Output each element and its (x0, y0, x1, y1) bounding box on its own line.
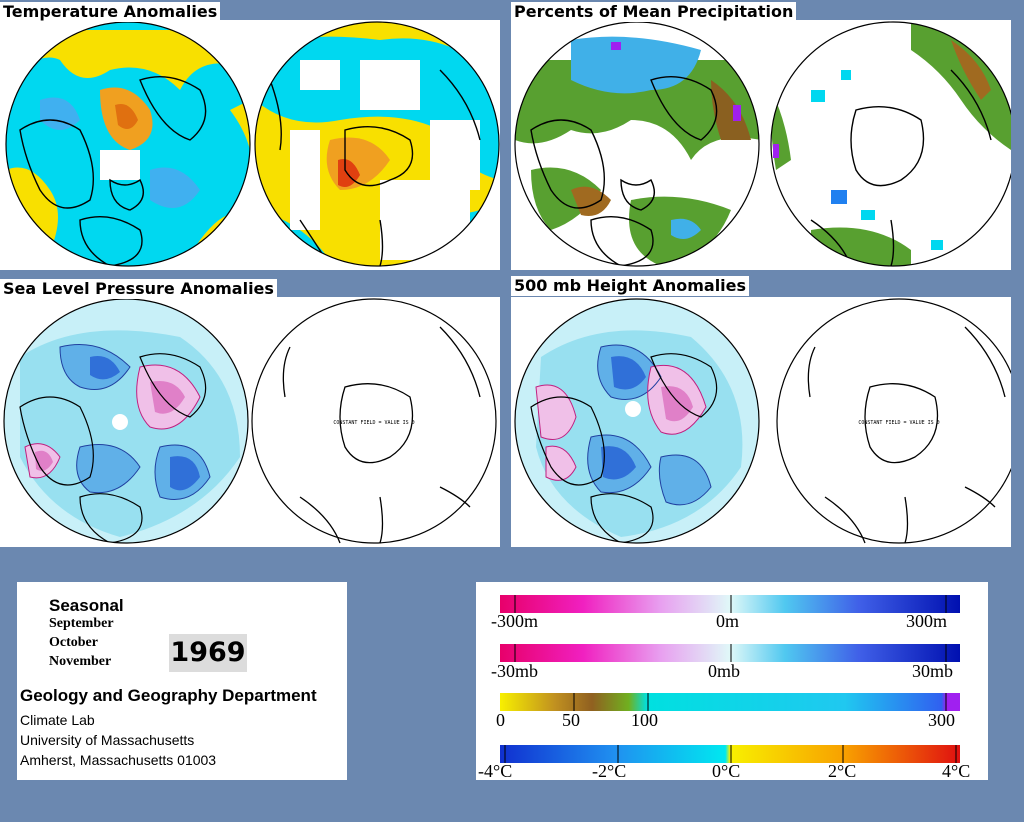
precipitation-maps (514, 21, 1011, 267)
slp-title: Sea Level Pressure Anomalies (0, 279, 277, 299)
slp-constant-field: CONSTANT FIELD = VALUE IS 0 (333, 420, 414, 426)
precip-label-0: 0 (496, 710, 505, 730)
height500-title: 500 mb Height Anomalies (511, 276, 750, 296)
slp-globe-south: CONSTANT FIELD = VALUE IS 0 (251, 298, 497, 544)
slp-globe-north (4, 299, 248, 543)
precip-label-300: 300 (928, 710, 955, 730)
precip-label-100: 100 (631, 710, 658, 730)
precip-label-50: 50 (562, 710, 580, 730)
month-1: September (49, 616, 114, 631)
temperature-globe-north (6, 22, 250, 266)
address-line-1: Climate Lab (20, 712, 95, 728)
precipitation-panel (511, 20, 1011, 270)
legend-box: -300m 0m 300m -30mb 0mb 30mb 0 50 100 30… (476, 582, 988, 780)
precip-colorbar (500, 693, 960, 711)
temp-label-2: 2°C (828, 761, 856, 780)
temp-label-minus4: -4°C (478, 761, 512, 780)
slp-panel: CONSTANT FIELD = VALUE IS 0 (0, 297, 500, 547)
info-box: Seasonal September October November 1969… (17, 582, 347, 780)
temp-legend: -4°C -2°C 0°C 2°C 4°C (478, 745, 970, 780)
pressure-label-mid: 0mb (708, 661, 740, 681)
temperature-maps (5, 21, 500, 267)
height500-panel: CONSTANT FIELD = VALUE IS 0 (511, 297, 1011, 547)
pressure-colorbar (500, 644, 960, 662)
height-colorbar (500, 595, 960, 613)
department-name: Geology and Geography Department (20, 686, 317, 705)
address-line-3: Amherst, Massachusetts 01003 (20, 752, 217, 768)
height-label-mid: 0m (716, 611, 739, 631)
temp-label-0: 0°C (712, 761, 740, 780)
temperature-globe-south (255, 22, 499, 266)
slp-maps: CONSTANT FIELD = VALUE IS 0 (3, 298, 497, 544)
pressure-legend: -30mb 0mb 30mb (491, 644, 960, 681)
temperature-panel (0, 20, 500, 270)
height-label-max: 300m (906, 611, 947, 631)
precipitation-globe-south (771, 22, 1011, 266)
height500-globe-north (515, 299, 759, 543)
month-2: October (49, 635, 98, 650)
precip-legend: 0 50 100 300 (496, 693, 960, 730)
temp-label-4: 4°C (942, 761, 970, 780)
precipitation-globe-north (515, 22, 759, 266)
temp-colorbar (500, 745, 960, 763)
temperature-title: Temperature Anomalies (0, 2, 221, 22)
season-label: Seasonal (49, 596, 124, 615)
pressure-label-max: 30mb (912, 661, 953, 681)
year-display: 1969 (169, 634, 247, 672)
height-label-min: -300m (491, 611, 538, 631)
temp-label-minus2: -2°C (592, 761, 626, 780)
height-legend: -300m 0m 300m (491, 595, 960, 631)
height500-maps: CONSTANT FIELD = VALUE IS 0 (514, 298, 1011, 544)
precipitation-title: Percents of Mean Precipitation (511, 2, 797, 22)
legend-scales: -300m 0m 300m -30mb 0mb 30mb 0 50 100 30… (478, 595, 970, 780)
month-3: November (49, 654, 112, 669)
height500-constant-field: CONSTANT FIELD = VALUE IS 0 (858, 420, 939, 426)
height500-globe-south: CONSTANT FIELD = VALUE IS 0 (776, 298, 1011, 544)
pressure-label-min: -30mb (491, 661, 538, 681)
address-line-2: University of Massachusetts (20, 732, 195, 748)
